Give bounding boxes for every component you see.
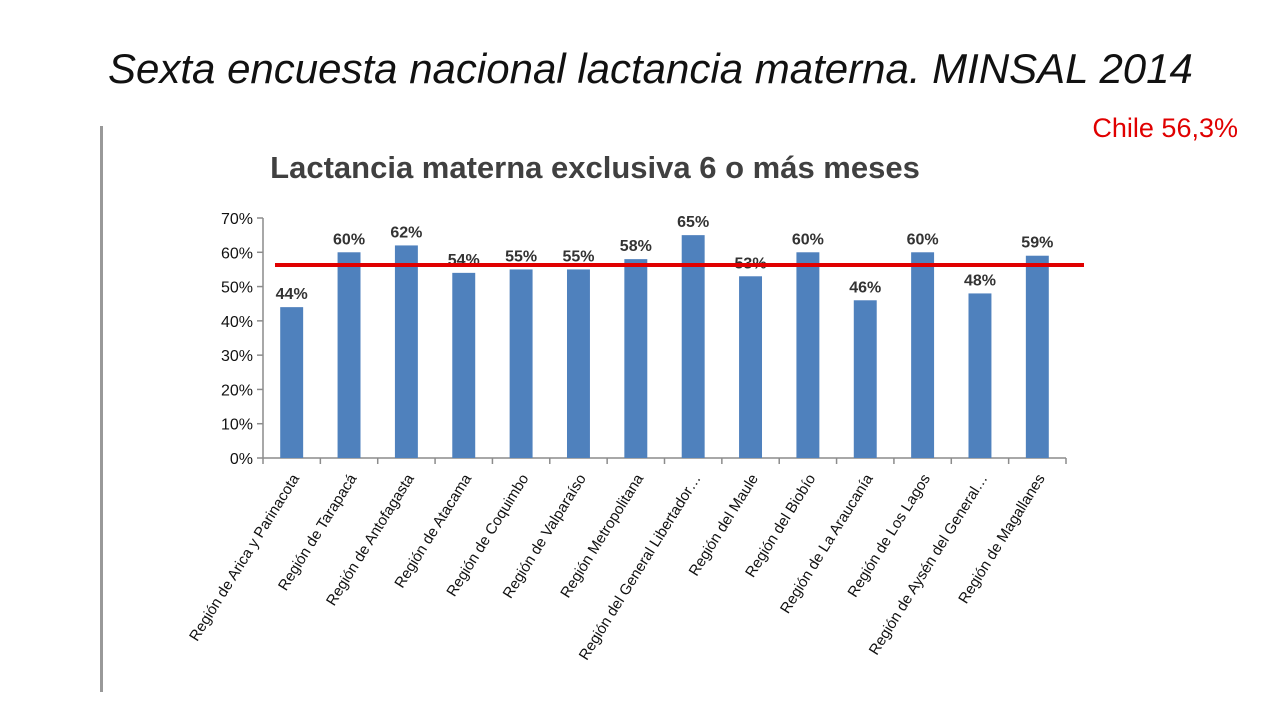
category-label: Región de Arica y Parinacota (186, 471, 303, 645)
data-label: 62% (390, 224, 422, 241)
chart-plot-area: 0% 10% 20% 30% 40% 50% 60% 70% 44% Región de Aric… (186, 211, 1084, 663)
bar (739, 276, 763, 458)
y-tick-label: 40% (221, 314, 253, 331)
bar (853, 300, 877, 458)
y-tick-label: 0% (230, 451, 253, 468)
data-label: 55% (505, 248, 537, 265)
slide-title: Sexta encuesta nacional lactancia matern… (108, 45, 1193, 92)
y-tick-label: 20% (221, 382, 253, 399)
data-label: 60% (333, 231, 365, 248)
bar (509, 269, 533, 458)
bar (337, 252, 361, 458)
chart-title: Lactancia materna exclusiva 6 o más mese… (270, 150, 920, 185)
category-label: Región del General Libertador… (576, 471, 705, 663)
data-label: 48% (964, 272, 996, 289)
category-label: Región de Aysén del General… (866, 471, 992, 658)
y-tick-label: 70% (221, 211, 253, 228)
bar (681, 235, 705, 458)
y-tick-label: 50% (221, 280, 253, 297)
bar (566, 269, 590, 458)
bar (796, 252, 820, 458)
data-label: 58% (620, 238, 652, 255)
left-divider (100, 126, 103, 692)
bar (911, 252, 935, 458)
data-label: 46% (849, 279, 881, 296)
bar (968, 293, 992, 458)
bar (624, 259, 648, 458)
national-average-note: Chile 56,3% (1092, 113, 1238, 143)
bar (394, 245, 418, 458)
data-label: 44% (276, 286, 308, 303)
y-tick-label: 30% (221, 348, 253, 365)
data-label: 60% (907, 231, 939, 248)
bar (280, 307, 304, 458)
y-tick-label: 60% (221, 245, 253, 262)
data-label: 60% (792, 231, 824, 248)
bar (452, 272, 476, 458)
bar (1025, 255, 1049, 458)
y-tick-label: 10% (221, 417, 253, 434)
data-label: 65% (677, 214, 709, 231)
data-label: 59% (1021, 235, 1053, 252)
data-label: 55% (562, 248, 594, 265)
